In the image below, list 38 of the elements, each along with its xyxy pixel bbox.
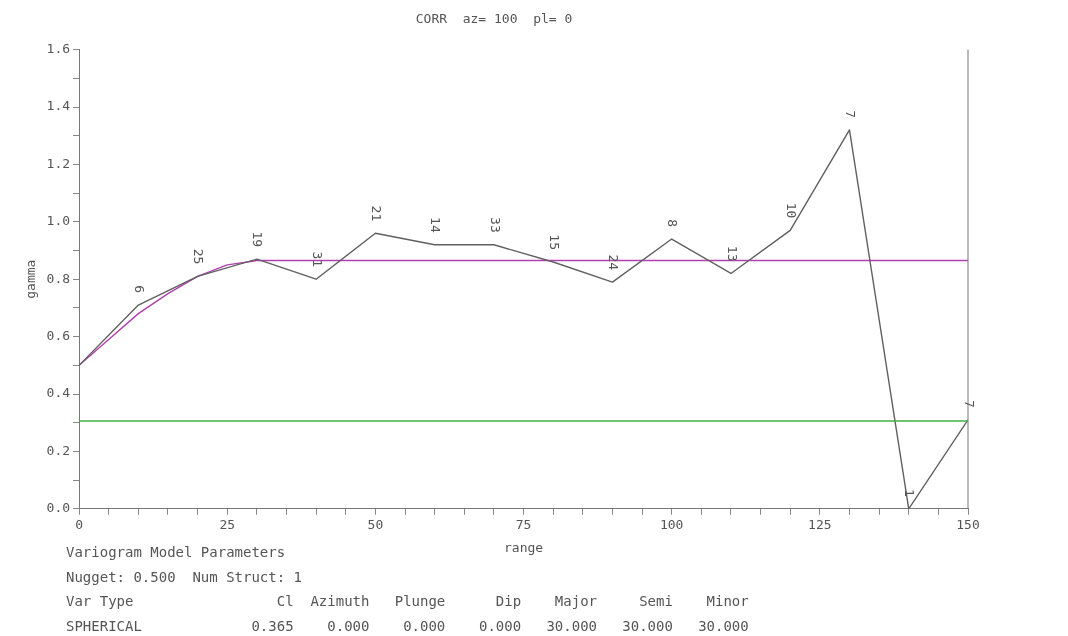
annotation: 7 <box>843 110 859 118</box>
annotation: 8 <box>665 219 681 228</box>
y-tick-label: 1.2 <box>46 155 71 171</box>
x-tick-label: 0 <box>75 516 83 532</box>
y-tick-label: 1.0 <box>46 213 71 229</box>
x-axis-title: range <box>503 539 544 555</box>
text: SPHERICAL 0.365 0.000 0.000 0.000 30.000 30.000 30.000 <box>66 617 749 634</box>
annotation: 33 <box>487 217 503 233</box>
annotation: 25 <box>191 248 207 265</box>
y-tick-label: 1.6 <box>46 40 71 56</box>
annotation: 24 <box>606 254 622 271</box>
y-axis-title: gamma <box>23 259 39 299</box>
annotation: 19 <box>250 231 266 248</box>
x-tick-label: 25 <box>219 516 236 532</box>
annotation: 31 <box>309 251 325 268</box>
annotation: 13 <box>724 245 740 262</box>
y-tick-label: 0.2 <box>46 442 71 458</box>
x-tick-label: 150 <box>956 516 980 532</box>
y-tick-label: 1.4 <box>46 98 71 114</box>
text: Variogram Model Parameters <box>66 544 286 560</box>
annotation: 10 <box>783 202 799 219</box>
annotation: 14 <box>428 217 444 233</box>
y-tick-label: 0.8 <box>46 270 71 286</box>
y-tick-label: 0.0 <box>46 500 71 516</box>
annotation: 21 <box>369 205 385 222</box>
y-tick-label: 0.6 <box>46 327 71 343</box>
x-tick-label: 100 <box>659 516 684 532</box>
x-tick-label: 75 <box>515 516 532 532</box>
x-tick-label: 50 <box>367 516 384 532</box>
annotation: 15 <box>546 234 562 250</box>
text: Var Type Cl Azimuth Plunge Dip Major Semi Minor <box>66 593 749 609</box>
annotation: 7 <box>961 400 977 408</box>
annotation: 6 <box>131 285 147 294</box>
text: Nugget: 0.500 Num Struct: 1 <box>66 568 303 585</box>
chart-title: CORR az= 100 pl= 0 <box>415 11 573 27</box>
annotation: 1 <box>902 488 918 497</box>
y-tick-label: 0.4 <box>46 385 71 401</box>
x-tick-label: 125 <box>808 516 832 532</box>
